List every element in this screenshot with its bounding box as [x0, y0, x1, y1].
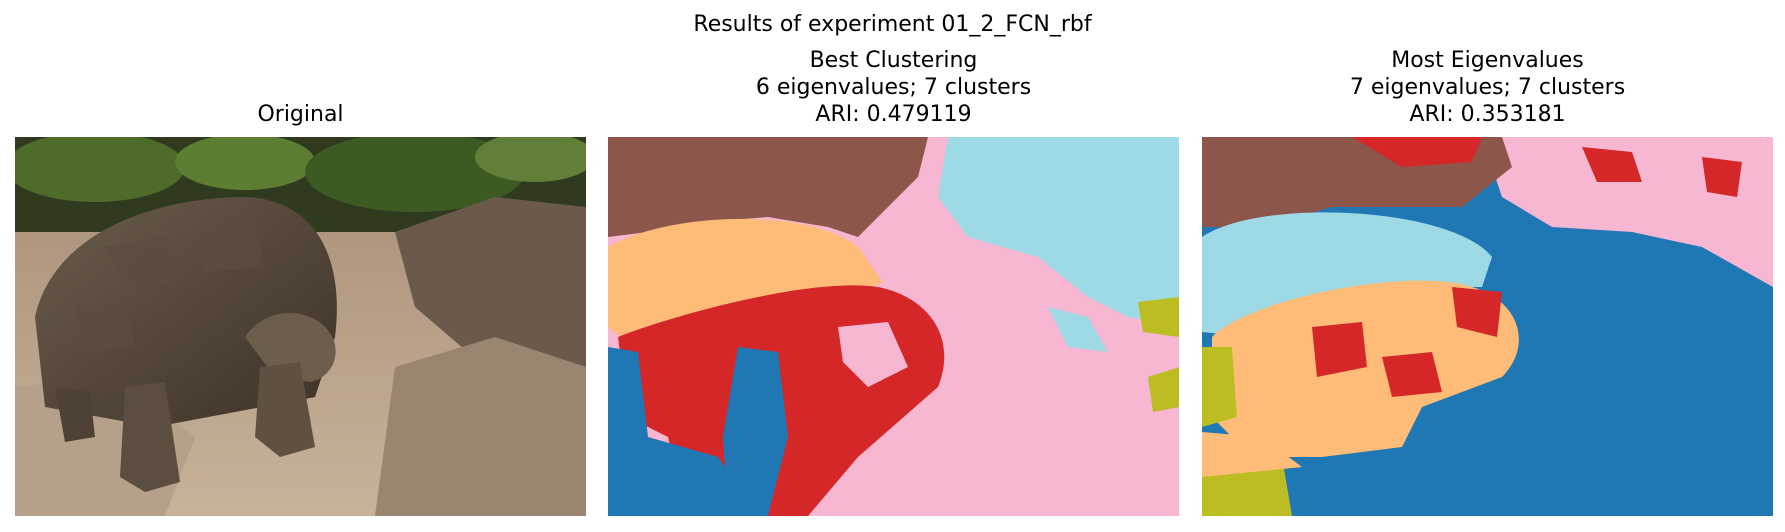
most-eigenvalues-segmentation: [1202, 137, 1773, 516]
cluster-olive-region: [1138, 297, 1179, 412]
figure-suptitle: Results of experiment 01_2_FCN_rbf: [693, 12, 1092, 37]
cluster-olive-region: [1202, 347, 1237, 427]
original-photo: [15, 137, 586, 516]
most-eigenvalues-title-line-3: ARI: 0.353181: [1409, 102, 1566, 127]
cluster-brown-region: [608, 137, 928, 237]
cluster-blue-region: [608, 347, 758, 516]
best-clustering-segmentation: [608, 137, 1179, 516]
best-clustering-title-line-1: Best Clustering: [809, 48, 978, 73]
best-clustering-title-line-3: ARI: 0.479119: [815, 102, 972, 127]
panel-best-clustering: Best Clustering 6 eigenvalues; 7 cluster…: [608, 0, 1179, 532]
tortoise-front-leg: [120, 382, 180, 492]
cluster-pink-region: [1482, 137, 1773, 287]
best-clustering-title-line-2: 6 eigenvalues; 7 clusters: [755, 75, 1032, 100]
cluster-cyan-region: [938, 137, 1179, 327]
tortoise-head: [245, 313, 336, 382]
panel-original-title: Original: [15, 101, 586, 128]
panel-original-title-line-1: Original: [257, 102, 344, 127]
panel-original: Original: [15, 0, 586, 532]
panel-best-clustering-title: Best Clustering 6 eigenvalues; 7 cluster…: [608, 47, 1179, 128]
cluster-peach-region: [1212, 280, 1519, 457]
cluster-red-region: [1312, 322, 1442, 397]
most-eigenvalues-title-line-2: 7 eigenvalues; 7 clusters: [1349, 75, 1626, 100]
most-eigenvalues-title-line-1: Most Eigenvalues: [1391, 48, 1584, 73]
panel-most-eigenvalues-title: Most Eigenvalues 7 eigenvalues; 7 cluste…: [1202, 47, 1773, 128]
panel-most-eigenvalues: Most Eigenvalues 7 eigenvalues; 7 cluste…: [1202, 0, 1773, 532]
